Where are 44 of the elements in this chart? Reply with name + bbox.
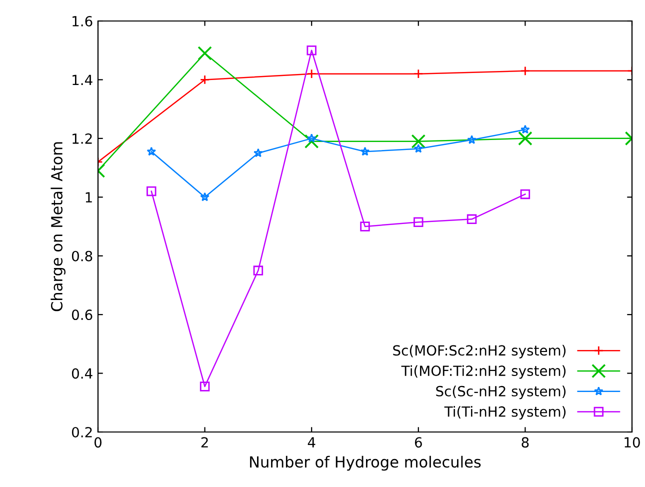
x-tick-label: 4 [308, 437, 316, 448]
legend-label: Sc(MOF:Sc2:nH2 system) [393, 344, 566, 358]
x-axis-title: Number of Hydroge molecules [250, 456, 481, 471]
x-tick-label: 6 [414, 437, 422, 448]
legend-label: Ti(Ti-nH2 system) [444, 406, 566, 420]
y-tick-label: 1.6 [72, 16, 92, 26]
point [200, 382, 210, 392]
x-tick-label: 8 [522, 437, 529, 448]
y-axis-title: Charge on Metal Atom [50, 142, 66, 312]
x-tick-label: 10 [624, 437, 640, 448]
y-tick-label: 0.4 [72, 368, 92, 379]
point [360, 146, 370, 156]
point [254, 148, 263, 158]
point [198, 46, 212, 60]
point [467, 135, 476, 144]
point [253, 266, 264, 276]
point [200, 74, 210, 85]
x-tick-label: 2 [201, 437, 208, 448]
y-tick-label: 0.6 [72, 310, 92, 320]
point [414, 217, 424, 227]
point [306, 68, 316, 79]
point [200, 192, 210, 202]
point [414, 144, 424, 153]
point [466, 214, 477, 224]
x-tick-label: 0 [94, 437, 102, 448]
legend-label: Sc(Sc-nH2 system) [436, 386, 566, 400]
point [146, 186, 156, 196]
point [520, 66, 530, 76]
point [360, 222, 370, 232]
point [520, 124, 530, 134]
point [146, 146, 156, 156]
legend-label: Ti(MOF:Ti2:nH2 system) [401, 365, 566, 379]
point [304, 134, 319, 149]
point [306, 45, 316, 56]
y-tick-label: 1.2 [72, 133, 92, 144]
point [518, 131, 532, 146]
y-tick-label: 1.4 [72, 74, 92, 85]
point [520, 189, 530, 200]
point [414, 68, 424, 79]
y-tick-label: 0.2 [72, 426, 92, 438]
y-tick-label: 1 [86, 192, 92, 202]
point [306, 134, 316, 142]
point [411, 134, 426, 149]
y-tick-label: 0.8 [72, 250, 92, 262]
